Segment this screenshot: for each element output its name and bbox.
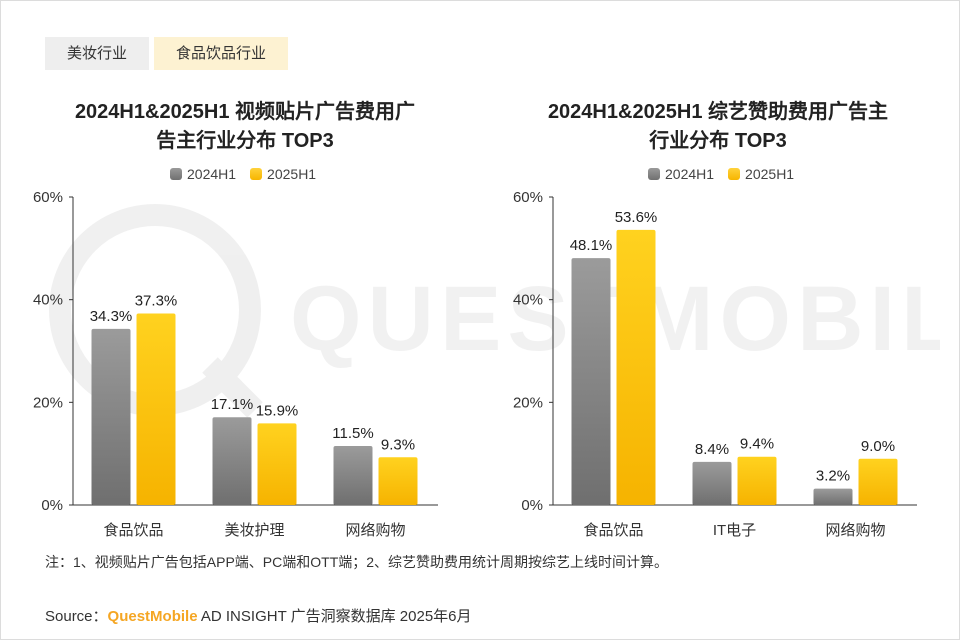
- legend-item-2025h1: 2025H1: [728, 166, 794, 182]
- tab-beauty[interactable]: 美妆行业: [45, 37, 150, 70]
- bar-value-label: 9.4%: [740, 436, 774, 453]
- legend-label-2025h1: 2025H1: [267, 166, 317, 182]
- bar-value-label: 17.1%: [211, 396, 254, 413]
- bar-value-label: 9.0%: [861, 438, 895, 455]
- bar-value-label: 34.3%: [90, 308, 133, 325]
- bar-value-label: 3.2%: [816, 468, 850, 485]
- bar-2025h1: [136, 313, 176, 505]
- y-tick-label: 20%: [513, 394, 543, 411]
- legend-video: 2024H1 2025H1: [170, 166, 316, 182]
- bar-2024h1: [212, 417, 252, 505]
- x-category-label: 食品饮品: [583, 522, 643, 539]
- legend-variety: 2024H1 2025H1: [648, 166, 794, 182]
- legend-swatch-gold-icon: [250, 168, 263, 180]
- bar-value-label: 48.1%: [570, 237, 613, 254]
- bar-value-label: 53.6%: [615, 209, 658, 226]
- chart-title-variety-line1: 2024H1&2025H1 综艺赞助费用广告主: [547, 101, 889, 123]
- footnote: 注：1、视频贴片广告包括APP端、PC端和OTT端；2、综艺赞助费用统计周期按综…: [45, 554, 669, 570]
- legend-label-2025h1: 2025H1: [745, 166, 795, 182]
- source-rest: AD INSIGHT 广告洞察数据库 2025年6月: [197, 608, 472, 625]
- bar-2024h1: [333, 445, 373, 505]
- source-prefix: Source：: [45, 608, 108, 625]
- bar-value-label: 37.3%: [135, 293, 178, 310]
- chart-title-video-line2: 告主行业分布 TOP3: [156, 130, 334, 152]
- bar-value-label: 15.9%: [256, 402, 299, 419]
- bar-value-label: 9.3%: [381, 436, 415, 453]
- y-tick-label: 0%: [521, 497, 543, 514]
- y-tick-label: 0%: [41, 497, 63, 514]
- legend-item-2025h1: 2025H1: [250, 166, 316, 182]
- x-category-label: 美妆护理: [224, 522, 284, 539]
- y-tick-label: 60%: [33, 189, 63, 206]
- legend-item-2024h1: 2024H1: [170, 166, 236, 182]
- industry-tabs: 美妆行业 食品饮品行业: [45, 37, 289, 70]
- chart-title-video: 2024H1&2025H1 视频贴片广告费用广 告主行业分布 TOP3: [45, 98, 445, 156]
- legend-swatch-grey-icon: [648, 168, 660, 180]
- y-tick-label: 60%: [513, 189, 543, 206]
- source-line: Source：QuestMobile AD INSIGHT 广告洞察数据库 20…: [45, 605, 472, 626]
- bar-2025h1: [378, 457, 418, 505]
- tab-food-beverage[interactable]: 食品饮品行业: [154, 37, 289, 70]
- bar-2024h1: [571, 258, 611, 505]
- chart-title-video-line1: 2024H1&2025H1 视频贴片广告费用广: [74, 101, 416, 123]
- bar-2024h1: [91, 328, 131, 505]
- legend-label-2024h1: 2024H1: [187, 166, 237, 182]
- x-category-label: 网络购物: [825, 522, 885, 539]
- bar-2025h1: [257, 423, 297, 505]
- legend-swatch-gold-icon: [728, 168, 741, 180]
- bar-2024h1: [692, 461, 732, 505]
- x-category-label: 网络购物: [345, 522, 405, 539]
- bar-2025h1: [616, 229, 656, 505]
- x-category-label: IT电子: [713, 522, 756, 539]
- bar-value-label: 8.4%: [695, 441, 729, 458]
- legend-item-2024h1: 2024H1: [648, 166, 714, 182]
- bar-value-label: 11.5%: [332, 425, 373, 442]
- chart-title-variety-line2: 行业分布 TOP3: [649, 130, 787, 152]
- legend-label-2024h1: 2024H1: [665, 166, 715, 182]
- y-tick-label: 40%: [513, 292, 543, 309]
- y-tick-label: 20%: [33, 394, 63, 411]
- x-category-label: 食品饮品: [103, 522, 163, 539]
- source-brand: QuestMobile: [107, 608, 198, 625]
- y-tick-label: 40%: [33, 292, 63, 309]
- legend-swatch-grey-icon: [170, 168, 182, 180]
- bar-2024h1: [813, 488, 853, 505]
- chart-title-variety: 2024H1&2025H1 综艺赞助费用广告主 行业分布 TOP3: [518, 98, 918, 156]
- bar-2025h1: [858, 458, 898, 505]
- bar-2025h1: [737, 456, 777, 505]
